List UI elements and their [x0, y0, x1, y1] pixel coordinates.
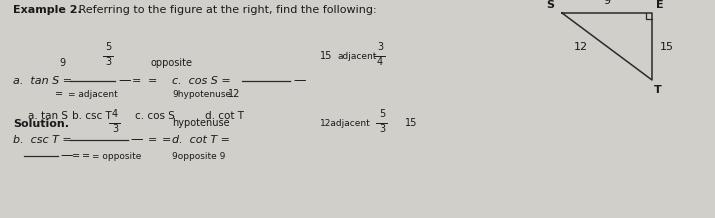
- Text: 15: 15: [320, 51, 332, 61]
- Text: Solution.: Solution.: [13, 119, 69, 129]
- Text: c. cos S: c. cos S: [135, 111, 175, 121]
- Text: opposite: opposite: [151, 58, 193, 68]
- Text: 9: 9: [603, 0, 611, 6]
- Text: 12: 12: [228, 89, 240, 99]
- Text: 12adjacent: 12adjacent: [320, 119, 371, 128]
- Text: 4: 4: [377, 57, 383, 67]
- Text: —: —: [293, 75, 305, 87]
- Text: =: =: [148, 135, 157, 145]
- Text: T: T: [654, 85, 662, 95]
- Text: 3: 3: [377, 41, 383, 51]
- Text: 12: 12: [574, 42, 588, 52]
- Text: 9: 9: [59, 58, 65, 68]
- Text: —: —: [130, 133, 142, 146]
- Text: —: —: [60, 150, 72, 162]
- Text: E: E: [656, 0, 664, 10]
- Text: 15: 15: [660, 42, 674, 52]
- Text: 5: 5: [379, 109, 385, 119]
- Text: b. csc T: b. csc T: [72, 111, 112, 121]
- Text: 15: 15: [405, 118, 418, 128]
- Text: =: =: [55, 89, 63, 99]
- Text: 3: 3: [105, 57, 111, 67]
- Text: =: =: [72, 151, 80, 161]
- Text: 4: 4: [112, 109, 118, 119]
- Text: d.  cot T =: d. cot T =: [172, 135, 230, 145]
- Text: Referring to the figure at the right, find the following:: Referring to the figure at the right, fi…: [75, 5, 377, 15]
- Text: = adjacent: = adjacent: [68, 90, 118, 99]
- Text: adjacent: adjacent: [338, 51, 378, 61]
- Text: d. cot T: d. cot T: [205, 111, 244, 121]
- Text: 5: 5: [105, 41, 111, 51]
- Text: S: S: [546, 0, 554, 10]
- Text: a.  tan S =: a. tan S =: [13, 76, 72, 86]
- Text: = opposite: = opposite: [92, 152, 142, 160]
- Text: 3: 3: [112, 124, 118, 134]
- Text: b.  csc T =: b. csc T =: [13, 135, 72, 145]
- Text: Example 2.: Example 2.: [13, 5, 82, 15]
- Text: =: =: [82, 151, 90, 161]
- Text: =: =: [162, 135, 172, 145]
- Text: hypotenuse: hypotenuse: [172, 118, 230, 128]
- Text: 3: 3: [379, 124, 385, 134]
- Text: 9opposite 9: 9opposite 9: [172, 152, 225, 160]
- Text: a. tan S: a. tan S: [28, 111, 68, 121]
- Text: c.  cos S =: c. cos S =: [172, 76, 231, 86]
- Text: 9hypotenuse: 9hypotenuse: [172, 90, 231, 99]
- Text: =: =: [132, 76, 142, 86]
- Text: —: —: [118, 75, 131, 87]
- Text: =: =: [148, 76, 157, 86]
